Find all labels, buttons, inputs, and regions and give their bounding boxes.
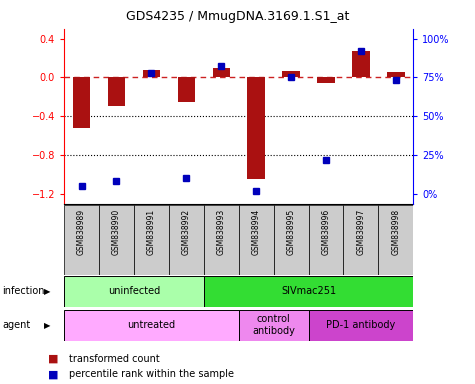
Bar: [309, 205, 343, 275]
Text: GSM838991: GSM838991: [147, 209, 156, 255]
Bar: [108, 77, 125, 106]
Bar: [178, 77, 195, 102]
Bar: [204, 276, 413, 307]
Text: uninfected: uninfected: [108, 286, 160, 296]
Bar: [247, 77, 265, 179]
Text: ■: ■: [48, 369, 58, 379]
Text: GSM838997: GSM838997: [356, 209, 365, 255]
Text: ▶: ▶: [44, 321, 51, 330]
Bar: [99, 205, 134, 275]
Bar: [64, 310, 238, 341]
Text: GSM838989: GSM838989: [77, 209, 86, 255]
Bar: [238, 310, 309, 341]
Bar: [64, 276, 204, 307]
Bar: [317, 77, 335, 83]
Bar: [64, 205, 99, 275]
Text: GDS4235 / MmugDNA.3169.1.S1_at: GDS4235 / MmugDNA.3169.1.S1_at: [126, 10, 349, 23]
Bar: [379, 205, 413, 275]
Text: GSM838992: GSM838992: [182, 209, 191, 255]
Text: GSM838993: GSM838993: [217, 209, 226, 255]
Text: ■: ■: [48, 354, 58, 364]
Bar: [282, 71, 300, 77]
Bar: [212, 68, 230, 77]
Text: GSM838998: GSM838998: [391, 209, 400, 255]
Bar: [134, 205, 169, 275]
Text: ▶: ▶: [44, 287, 51, 296]
Bar: [238, 205, 274, 275]
Bar: [309, 310, 413, 341]
Bar: [204, 205, 238, 275]
Bar: [343, 205, 379, 275]
Bar: [274, 205, 309, 275]
Text: agent: agent: [2, 320, 30, 330]
Bar: [352, 51, 370, 77]
Text: GSM838994: GSM838994: [252, 209, 261, 255]
Bar: [142, 70, 160, 77]
Text: infection: infection: [2, 286, 45, 296]
Bar: [169, 205, 204, 275]
Text: SIVmac251: SIVmac251: [281, 286, 336, 296]
Bar: [387, 73, 405, 77]
Text: PD-1 antibody: PD-1 antibody: [326, 320, 396, 330]
Text: untreated: untreated: [127, 320, 175, 330]
Text: transformed count: transformed count: [69, 354, 160, 364]
Text: GSM838995: GSM838995: [286, 209, 295, 255]
Text: control
antibody: control antibody: [252, 314, 295, 336]
Text: GSM838990: GSM838990: [112, 209, 121, 255]
Text: GSM838996: GSM838996: [322, 209, 331, 255]
Text: percentile rank within the sample: percentile rank within the sample: [69, 369, 234, 379]
Bar: [73, 77, 90, 128]
